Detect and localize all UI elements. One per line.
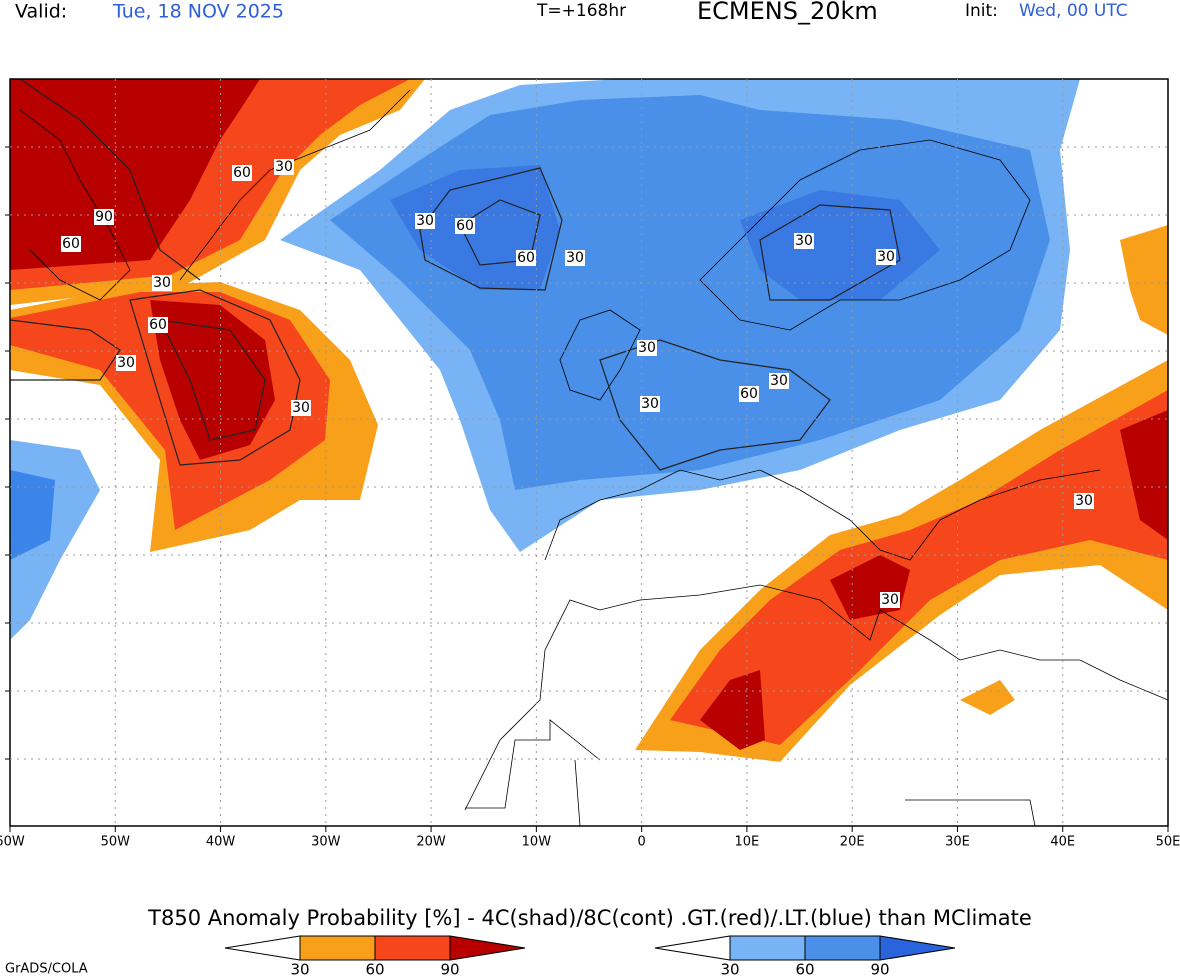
- warm-area: [150, 300, 275, 460]
- contour-label: 30: [1075, 493, 1093, 509]
- contour-label: 60: [456, 218, 474, 234]
- x-tick-label: 20E: [840, 835, 865, 850]
- coastline: [464, 584, 1168, 811]
- contour: [10, 79, 201, 381]
- x-tick-label: 10E: [735, 835, 760, 850]
- contour-label: 30: [795, 233, 813, 249]
- contour-label: 60: [740, 386, 758, 402]
- contour: [599, 204, 901, 471]
- warm-area: [10, 79, 260, 270]
- colorbar-label: 90: [870, 961, 889, 979]
- colorbar-warm: [224, 935, 526, 961]
- lead-time: T=+168hr: [536, 1, 626, 21]
- contour-label-bg: [455, 218, 475, 234]
- x-tick-label: 0: [637, 835, 645, 850]
- contour-label-bg: [769, 373, 789, 389]
- contour-label-bg: [274, 159, 294, 175]
- x-tick-label: 50E: [1156, 835, 1180, 850]
- cold-area: [330, 95, 1050, 490]
- contour-label: 30: [641, 396, 659, 412]
- contour-label: 30: [877, 249, 895, 265]
- colorbar-label: 30: [290, 961, 309, 979]
- contour-label: 30: [770, 373, 788, 389]
- contour-label-bg: [880, 592, 900, 608]
- contour: [419, 167, 563, 291]
- cold-area: [10, 470, 55, 560]
- x-tick-label: 10W: [522, 835, 552, 850]
- contour-label-bg: [565, 250, 585, 266]
- contour-label: 90: [95, 209, 113, 225]
- x-tick-label: 40E: [1050, 835, 1075, 850]
- colorbar-label: 90: [440, 961, 459, 979]
- contour-label-bg: [876, 249, 896, 265]
- coastline: [559, 139, 1031, 401]
- contour-label: 60: [233, 165, 251, 181]
- contour-label-bg: [148, 317, 168, 333]
- contour-label-bg: [415, 213, 435, 229]
- contour-label: 30: [566, 250, 584, 266]
- init-label: Init:: [965, 1, 998, 21]
- contour-label-bg: [739, 386, 759, 402]
- contour-label: 30: [416, 213, 434, 229]
- x-tick-label: 60W: [0, 835, 25, 850]
- contour-label: 30: [881, 592, 899, 608]
- valid-date: Tue, 18 NOV 2025: [112, 1, 284, 23]
- init-time: Wed, 00 UTC: [1019, 1, 1128, 21]
- contour-label-bg: [94, 209, 114, 225]
- contour-label-bg: [637, 340, 657, 356]
- colorbar-label: 30: [720, 961, 739, 979]
- contour-label: 60: [149, 317, 167, 333]
- contour-label: 30: [638, 340, 656, 356]
- contour-label-bg: [61, 236, 81, 252]
- contour-label-bg: [794, 233, 814, 249]
- x-tick-label: 40W: [206, 835, 236, 850]
- contour-label-bg: [640, 396, 660, 412]
- border: [465, 719, 1036, 826]
- contour-label-bg: [291, 400, 311, 416]
- footer-title: T850 Anomaly Probability [%] - 4C(shad)/…: [147, 906, 1032, 930]
- contour-label-bg: [1074, 493, 1094, 509]
- x-tick-label: 20W: [416, 835, 446, 850]
- map: 60W 50W 40W 30W 20W 10W 0 10E 20E 30E 40E 50E 60 30 90…: [0, 78, 1180, 850]
- contour-label: 30: [292, 400, 310, 416]
- contour-label: 30: [153, 275, 171, 291]
- contour-label-bg: [516, 250, 536, 266]
- contour-label-bg: [152, 275, 172, 291]
- x-tick-label: 30W: [311, 835, 341, 850]
- x-tick-label: 50W: [101, 835, 131, 850]
- cold-area: [390, 165, 940, 300]
- contour-label-bg: [232, 165, 252, 181]
- coastline: [544, 469, 1101, 561]
- contour-label: 60: [517, 250, 535, 266]
- credit: GrADS/COLA: [5, 962, 88, 977]
- colorbar-cold: [654, 935, 956, 961]
- contour-label: 30: [275, 159, 293, 175]
- map-frame: [9, 78, 1169, 827]
- valid-label: Valid:: [15, 1, 67, 23]
- contour: [129, 289, 301, 466]
- x-tick-label: 30E: [945, 835, 970, 850]
- warm-area: [670, 390, 1168, 745]
- model-name: ECMENS_20km: [697, 0, 878, 25]
- contour-label: 30: [117, 355, 135, 371]
- colorbar-label: 60: [365, 961, 384, 979]
- colorbar-label: 60: [795, 961, 814, 979]
- contour-label-bg: [116, 355, 136, 371]
- warm-area: [960, 225, 1168, 715]
- contour-label: 60: [62, 236, 80, 252]
